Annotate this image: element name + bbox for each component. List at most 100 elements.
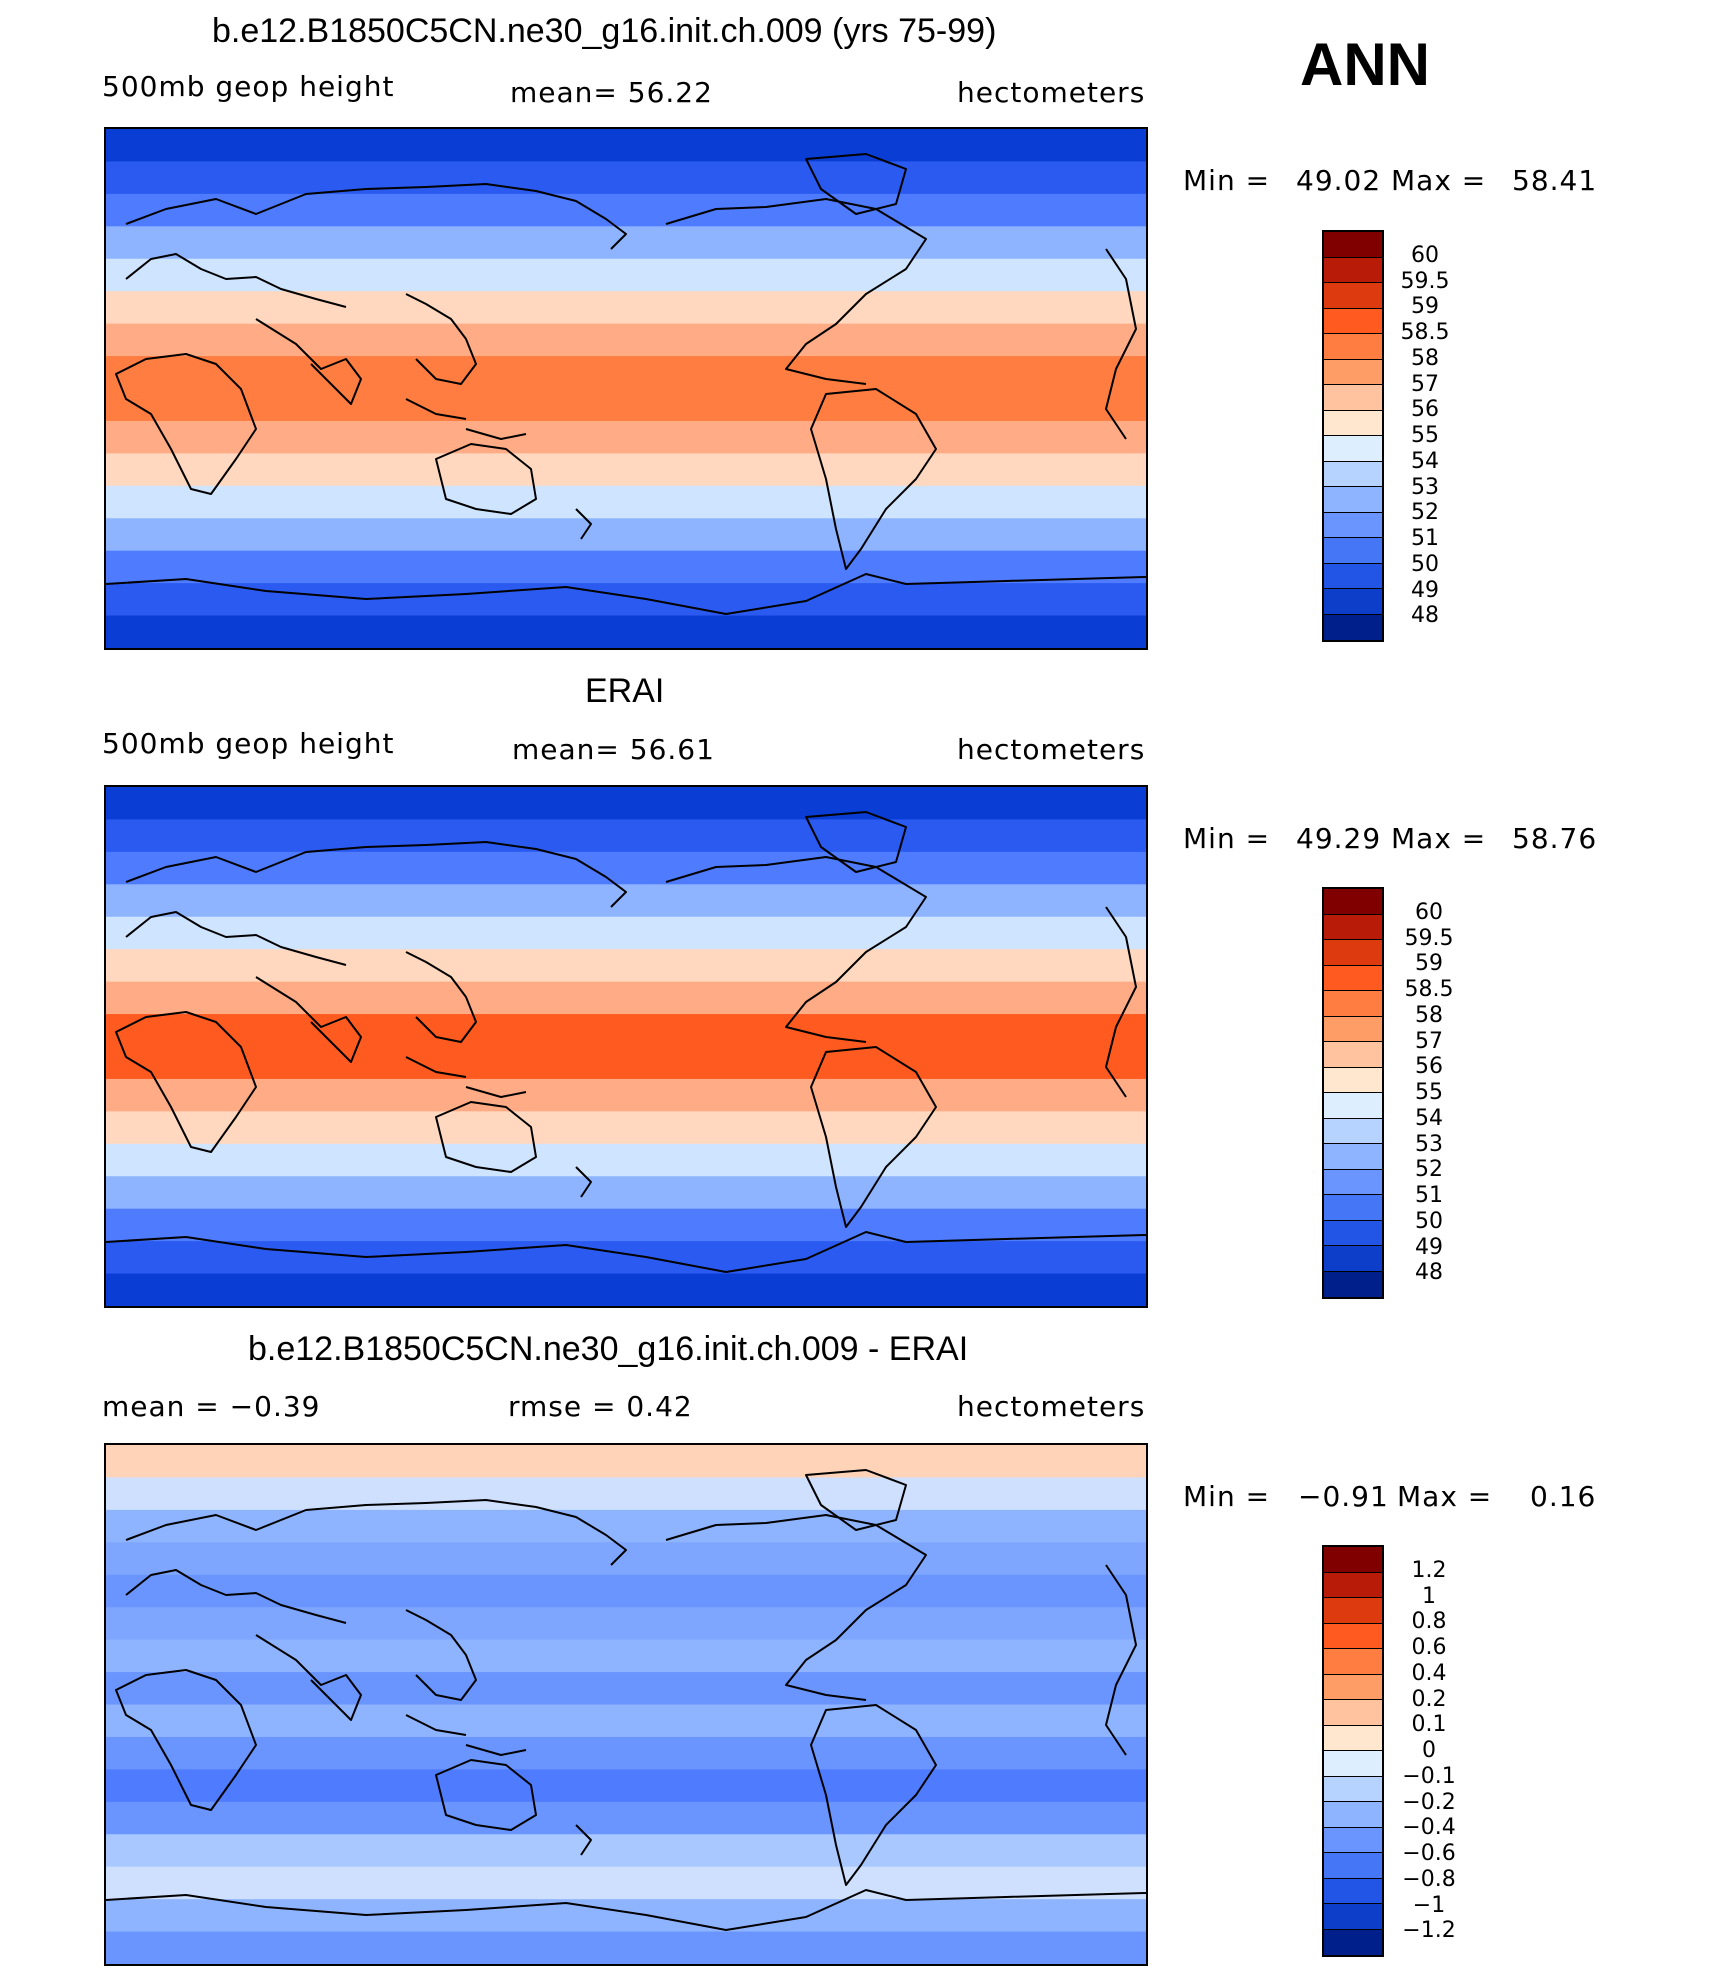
coastline — [1105, 906, 1137, 1098]
contour-band — [106, 916, 1146, 951]
colorbar-label: 60 — [1411, 242, 1439, 268]
contour-band — [106, 1509, 1146, 1544]
coastline — [1105, 1564, 1137, 1756]
contour-band — [106, 1241, 1146, 1275]
colorbar-swatch — [1324, 1067, 1382, 1093]
colorbar-label: −0.2 — [1402, 1789, 1456, 1815]
coastline — [665, 856, 927, 1043]
contour-band — [106, 787, 1146, 821]
contour-band — [106, 1208, 1146, 1243]
colorbar-label: 51 — [1415, 1183, 1443, 1208]
colorbar-swatch — [1324, 308, 1382, 334]
colorbar-label: 1 — [1422, 1583, 1436, 1609]
contour-band — [106, 1834, 1146, 1868]
colorbar-swatch — [1324, 359, 1382, 385]
contour-band — [106, 518, 1146, 552]
panel3-min-value: −0.91 — [1298, 1480, 1389, 1513]
coastline — [1105, 248, 1137, 440]
contour-band — [106, 851, 1146, 886]
panel2-contour-bands — [106, 787, 1146, 1306]
contour-band — [106, 258, 1146, 293]
colorbar-label: 58 — [1411, 345, 1439, 371]
panel1-units: hectometers — [957, 76, 1146, 109]
panel2-units: hectometers — [957, 733, 1146, 766]
coastline — [435, 443, 537, 515]
coastline — [465, 1086, 527, 1098]
colorbar-swatch — [1324, 334, 1382, 360]
colorbar-swatch — [1324, 1878, 1382, 1904]
colorbar-label: 48 — [1415, 1260, 1443, 1286]
coastline — [575, 1824, 592, 1856]
colorbar-label: 52 — [1411, 500, 1439, 526]
coastline — [405, 1714, 467, 1736]
panel2-max-value: 58.76 — [1512, 822, 1598, 855]
contour-band — [106, 388, 1146, 422]
coastline — [405, 1056, 467, 1078]
colorbar-swatch — [1324, 1220, 1382, 1246]
coastline — [125, 911, 347, 966]
coastline — [575, 1166, 592, 1198]
coastline — [805, 153, 907, 215]
colorbar-label: 58.5 — [1404, 977, 1454, 1002]
coastline — [106, 1231, 1146, 1273]
contour-band — [106, 1866, 1146, 1901]
coastline — [125, 183, 627, 250]
panel1-max-value: 58.41 — [1512, 164, 1598, 197]
colorbar-label: −1.2 — [1402, 1918, 1456, 1944]
panel1-contour-bands — [106, 129, 1146, 648]
coastline — [575, 508, 592, 540]
colorbar-label: 58.5 — [1400, 320, 1450, 345]
colorbar-swatch — [1324, 1598, 1382, 1624]
panel1-map — [104, 127, 1148, 650]
colorbar-label: 53 — [1411, 474, 1439, 500]
colorbar-label: 0 — [1422, 1738, 1436, 1763]
panel2-min-value: 49.29 — [1296, 822, 1382, 855]
colorbar-swatch — [1324, 1725, 1382, 1751]
colorbar-swatch — [1324, 461, 1382, 487]
panel2-title: ERAI — [585, 672, 665, 710]
coastline — [106, 573, 1146, 615]
colorbar-label: 0.6 — [1411, 1635, 1447, 1660]
contour-band — [106, 1704, 1146, 1738]
contour-band — [106, 819, 1146, 853]
panel2-variable-label: 500mb geop height — [102, 727, 395, 760]
contour-band — [106, 1477, 1146, 1511]
contour-band — [106, 884, 1146, 918]
colorbar-label: 57 — [1415, 1028, 1443, 1054]
colorbar-swatch — [1324, 1827, 1382, 1853]
contour-band — [106, 1639, 1146, 1674]
colorbar-label: 53 — [1415, 1131, 1443, 1157]
coastline — [115, 1669, 257, 1811]
coastline — [435, 1759, 537, 1831]
colorbar-label: 50 — [1415, 1208, 1443, 1234]
contour-band — [106, 1769, 1146, 1803]
colorbar-swatch — [1324, 1802, 1382, 1828]
contour-band — [106, 1078, 1146, 1113]
colorbar-swatch — [1324, 1547, 1382, 1573]
contour-band — [106, 485, 1146, 520]
panel3-rmse-label: rmse = 0.42 — [508, 1390, 693, 1423]
coastline — [805, 1469, 907, 1531]
contour-band — [106, 1574, 1146, 1609]
coastline — [255, 318, 362, 405]
colorbar-label: 55 — [1415, 1080, 1443, 1105]
colorbar-swatch — [1324, 1853, 1382, 1879]
colorbar-label: 57 — [1411, 371, 1439, 397]
colorbar-swatch — [1324, 1246, 1382, 1272]
coastline — [115, 353, 257, 495]
coastline — [125, 253, 347, 308]
colorbar-swatch — [1324, 283, 1382, 309]
contour-band — [106, 550, 1146, 585]
contour-band — [106, 226, 1146, 260]
coastline — [255, 976, 362, 1063]
contour-band — [106, 129, 1146, 163]
contour-band — [106, 1607, 1146, 1641]
colorbar-swatch — [1324, 589, 1382, 615]
colorbar-label: 0.4 — [1411, 1660, 1447, 1686]
panel3-units: hectometers — [957, 1390, 1146, 1423]
colorbar-label: 49 — [1411, 577, 1439, 603]
contour-band — [106, 1672, 1146, 1706]
colorbar-swatch — [1324, 512, 1382, 538]
colorbar-swatch — [1324, 1649, 1382, 1675]
panel2-max-label: Max = — [1391, 822, 1487, 855]
